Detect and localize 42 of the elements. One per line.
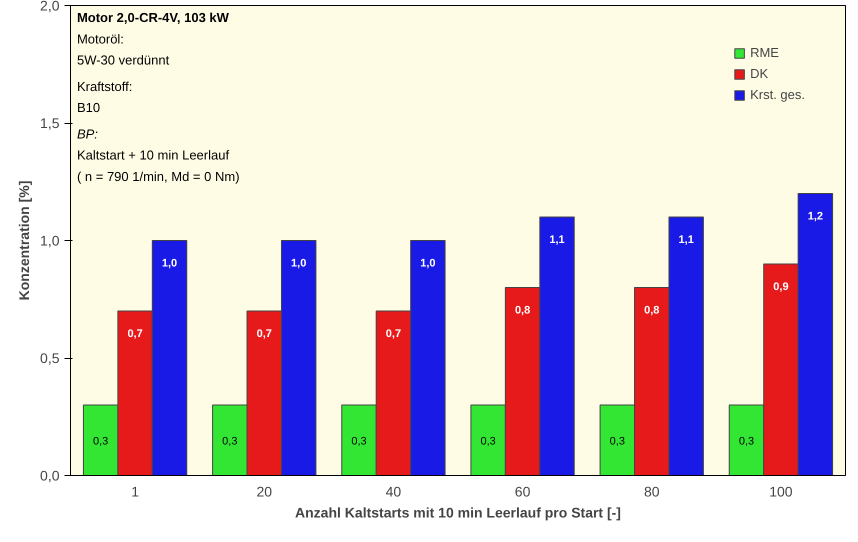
data-label: 1,1 (549, 234, 565, 246)
legend-label: DK (750, 66, 770, 81)
data-label: 0,3 (222, 435, 238, 448)
annotation: Kaltstart + 10 min Leerlauf (76, 148, 230, 163)
x-tick-label: 20 (256, 484, 272, 500)
data-label: 0,3 (351, 435, 367, 448)
data-label: 0,8 (644, 304, 660, 316)
annotation: Motoröl: (76, 31, 124, 46)
data-label: 0,3 (610, 435, 625, 448)
data-label: 1,0 (291, 258, 306, 270)
x-axis-title: Anzahl Kaltstarts mit 10 min Leerlauf pro Start [-] (295, 504, 621, 520)
annotation: B10 (76, 100, 100, 116)
data-label: 0,7 (256, 328, 272, 340)
x-tick-label: 40 (386, 484, 402, 500)
legend-label: RME (750, 45, 779, 60)
legend-label: Krst. ges. (750, 87, 805, 102)
data-label: 0,7 (386, 328, 402, 340)
x-tick-label: 1 (131, 484, 140, 500)
x-tick-label: 100 (769, 484, 793, 500)
y-tick-label: 2,0 (40, 0, 60, 14)
y-tick-label: 1,0 (40, 232, 60, 248)
data-label: 1,2 (808, 210, 824, 222)
y-tick-label: 1,5 (40, 115, 60, 131)
y-tick-label: 0,5 (40, 350, 60, 366)
y-axis-title: Konzentration [%] (16, 180, 32, 300)
data-label: 0,7 (127, 328, 143, 340)
annotation: ( n = 790 1/min, Md = 0 Nm) (76, 168, 240, 184)
y-tick-label: 0,0 (40, 468, 60, 484)
x-tick-label: 80 (644, 484, 660, 500)
data-label: 1,0 (162, 258, 178, 270)
data-label: 0,9 (773, 281, 789, 293)
x-tick-label: 60 (514, 484, 531, 500)
data-label: 1,1 (678, 234, 694, 246)
data-label: 0,8 (514, 304, 530, 316)
data-label: 0,3 (480, 435, 496, 448)
data-label: 1,0 (420, 258, 436, 270)
annotation: Kraftstoff: (76, 78, 132, 94)
annotation: BP: (76, 126, 98, 142)
data-label: 0,3 (92, 435, 108, 448)
data-label: 0,3 (738, 435, 754, 448)
annotation: 5W-30 verdünnt (76, 52, 170, 68)
annotation: Motor 2,0-CR-4V, 103 kW (76, 10, 230, 26)
